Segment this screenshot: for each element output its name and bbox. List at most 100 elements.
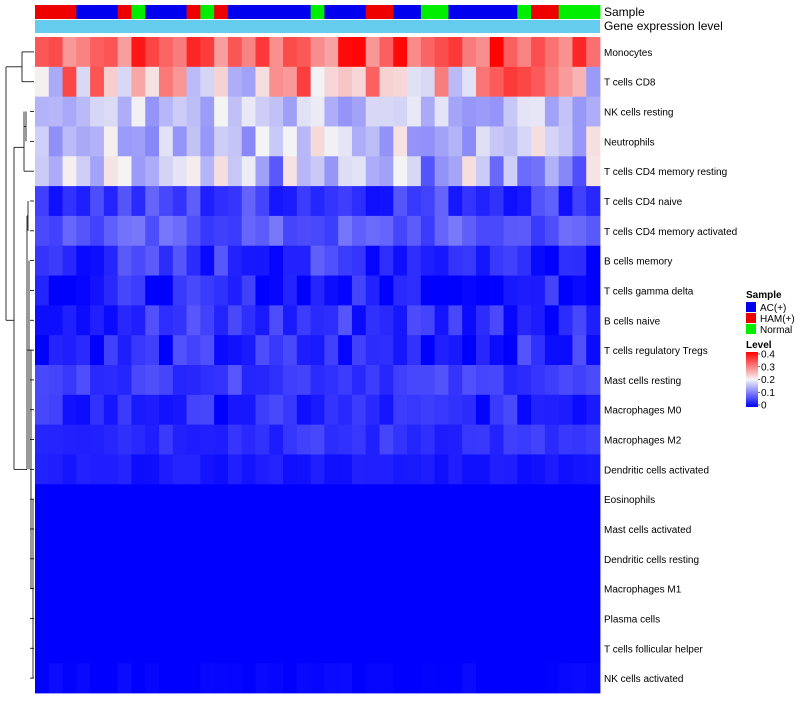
heatmap-cell bbox=[310, 663, 325, 694]
heatmap-cell bbox=[420, 543, 436, 575]
heatmap-cell bbox=[145, 245, 160, 276]
sample-annotation-cell bbox=[269, 5, 284, 19]
heatmap-cell bbox=[475, 573, 491, 604]
heatmap-cell bbox=[393, 245, 408, 276]
heatmap-cell bbox=[489, 484, 504, 515]
heatmap-cell bbox=[296, 275, 312, 306]
heatmap-cell bbox=[544, 454, 560, 485]
heatmap-cell bbox=[338, 663, 353, 694]
heatmap-cell bbox=[448, 156, 463, 187]
heatmap-cell bbox=[420, 215, 436, 247]
heatmap-cell bbox=[76, 603, 91, 634]
heatmap-cell bbox=[393, 365, 408, 396]
heatmap-cell bbox=[420, 96, 436, 127]
sample-annotation-cell bbox=[393, 5, 408, 19]
heatmap-cell bbox=[241, 603, 256, 634]
heatmap-cell bbox=[269, 424, 284, 455]
heatmap-cell bbox=[462, 424, 477, 455]
heatmap-cell bbox=[531, 37, 546, 68]
heatmap-cell bbox=[351, 394, 367, 426]
heatmap-cell bbox=[379, 335, 394, 366]
heatmap-cell bbox=[76, 156, 91, 187]
heatmap-cell bbox=[544, 215, 560, 247]
heatmap-cell bbox=[572, 663, 587, 694]
heatmap-cell bbox=[117, 215, 132, 247]
heatmap-cell bbox=[283, 424, 298, 455]
heatmap-cell bbox=[103, 514, 119, 545]
heatmap-cell bbox=[531, 573, 546, 604]
heatmap-cell bbox=[159, 275, 174, 306]
heatmap-cell bbox=[48, 215, 63, 247]
row-label: T cells CD4 naive bbox=[604, 197, 683, 208]
row-label: Mast cells resting bbox=[604, 376, 681, 387]
heatmap-cell bbox=[434, 633, 449, 664]
heatmap-cell bbox=[365, 186, 380, 217]
heatmap-cell bbox=[214, 573, 229, 604]
heatmap-cell bbox=[145, 66, 160, 98]
heatmap-cell bbox=[90, 156, 105, 187]
heatmap-cell bbox=[517, 514, 532, 545]
heatmap-cell bbox=[448, 365, 463, 396]
heatmap-cell bbox=[117, 126, 132, 157]
heatmap-cell bbox=[283, 394, 298, 426]
heatmap-cell bbox=[255, 37, 270, 68]
heatmap-cell bbox=[434, 335, 449, 366]
heatmap-cell bbox=[586, 66, 601, 98]
heatmap-cell bbox=[517, 394, 532, 426]
row-label: NK cells activated bbox=[604, 674, 683, 685]
heatmap-cell bbox=[393, 633, 408, 664]
heatmap-cell bbox=[503, 245, 518, 276]
heatmap-cell bbox=[186, 66, 201, 98]
heatmap-cell bbox=[517, 543, 532, 575]
heatmap-cell bbox=[475, 275, 491, 306]
heatmap-cell bbox=[90, 484, 105, 515]
heatmap-cell bbox=[103, 663, 119, 694]
heatmap-cell bbox=[407, 365, 422, 396]
heatmap-cell bbox=[558, 215, 573, 247]
heatmap-cell bbox=[159, 66, 174, 98]
heatmap-cell bbox=[448, 633, 463, 664]
heatmap-cell bbox=[531, 514, 546, 545]
heatmap-cell bbox=[544, 663, 560, 694]
sample-annotation-cell bbox=[62, 5, 77, 19]
heatmap-cell bbox=[62, 186, 77, 217]
heatmap-cell bbox=[269, 156, 284, 187]
heatmap-cell bbox=[200, 37, 215, 68]
heatmap-cell bbox=[544, 335, 560, 366]
heatmap-cell bbox=[255, 543, 270, 575]
heatmap-cell bbox=[296, 96, 312, 127]
heatmap-cell bbox=[324, 275, 339, 306]
heatmap-cell bbox=[379, 454, 394, 485]
heatmap-cell bbox=[586, 126, 601, 157]
heatmap-cell bbox=[407, 514, 422, 545]
heatmap-cell bbox=[76, 126, 91, 157]
heatmap-cell bbox=[572, 514, 587, 545]
sample-annotation-cell bbox=[338, 5, 353, 19]
heatmap-cell bbox=[407, 275, 422, 306]
heatmap-cell bbox=[200, 424, 215, 455]
heatmap-cell bbox=[90, 96, 105, 127]
heatmap-cell bbox=[186, 573, 201, 604]
heatmap-cell bbox=[393, 275, 408, 306]
heatmap-cell bbox=[531, 275, 546, 306]
heatmap-cell bbox=[214, 66, 229, 98]
heatmap-cell bbox=[310, 514, 325, 545]
heatmap-cell bbox=[338, 484, 353, 515]
heatmap-cell bbox=[310, 603, 325, 634]
heatmap-cell bbox=[214, 245, 229, 276]
heatmap-cell bbox=[475, 37, 491, 68]
heatmap-cell bbox=[131, 275, 146, 306]
sample-legend-label: HAM(+) bbox=[760, 314, 795, 325]
heatmap-cell bbox=[379, 156, 394, 187]
heatmap-cell bbox=[48, 573, 63, 604]
heatmap-cell bbox=[269, 335, 284, 366]
heatmap-cell bbox=[131, 365, 146, 396]
heatmap-cell bbox=[434, 37, 449, 68]
heatmap-cell bbox=[503, 573, 518, 604]
heatmap-cell bbox=[76, 305, 91, 336]
heatmap-cell bbox=[296, 633, 312, 664]
heatmap-cell bbox=[420, 603, 436, 634]
heatmap-cell bbox=[338, 424, 353, 455]
sample-annotation-cell bbox=[76, 5, 91, 19]
heatmap-cell bbox=[241, 335, 256, 366]
